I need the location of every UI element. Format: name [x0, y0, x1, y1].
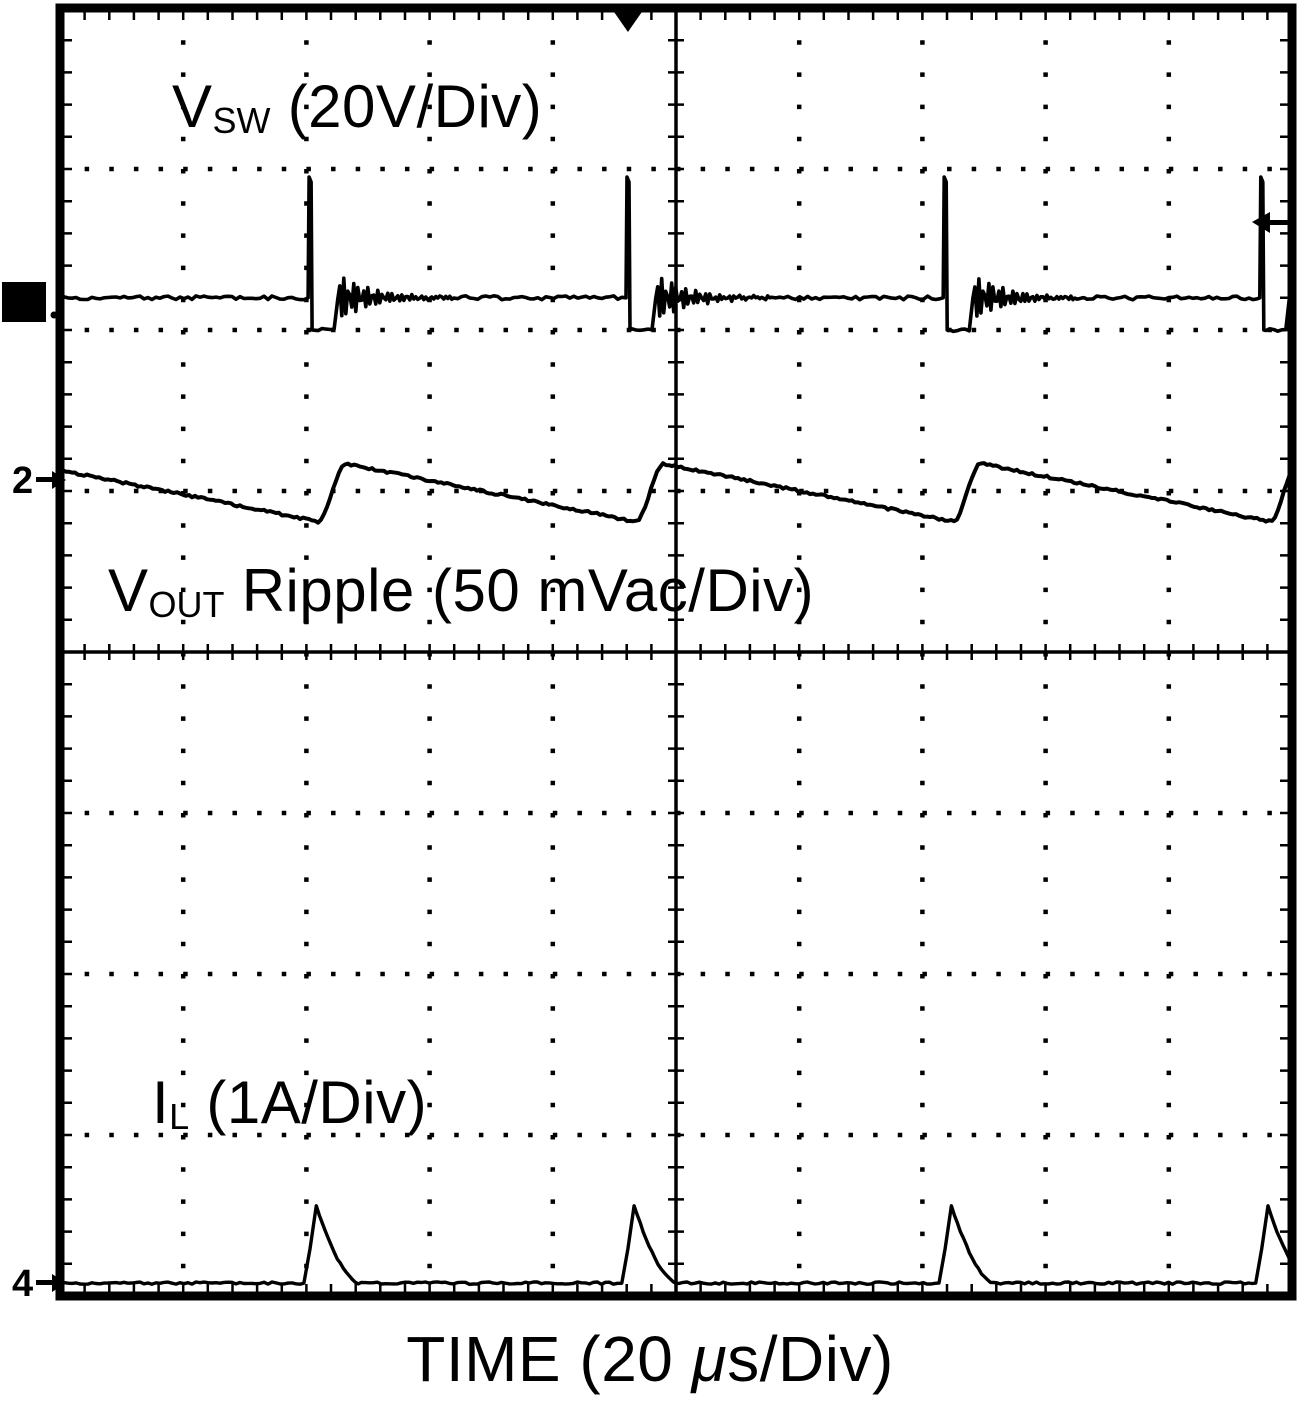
- ch2-ground-marker: 2: [12, 460, 66, 502]
- time-label-prefix: TIME (20: [406, 1323, 692, 1395]
- vsw-label-subscript: SW: [212, 100, 271, 142]
- il-label-scale: (1A/Div): [189, 1069, 428, 1136]
- vsw-trace: [60, 175, 1292, 334]
- trigger-level-arrow: [1252, 212, 1292, 233]
- il-label: IL (1A/Div): [152, 1068, 427, 1137]
- trace-layer: [60, 175, 1292, 1286]
- vout-label-scale: Ripple (50 mVac/Div): [224, 557, 815, 624]
- vout-ripple-label: VOUT Ripple (50 mVac/Div): [108, 556, 814, 625]
- vout-label-symbol: V: [108, 557, 149, 624]
- vsw-label-scale: (20V/Div): [270, 73, 543, 140]
- plot-border: [55, 3, 1297, 1301]
- vsw-label: VSW (20V/Div): [172, 72, 542, 141]
- time-label-mu: μ: [691, 1323, 728, 1395]
- time-axis-label: TIME (20 μs/Div): [0, 1322, 1300, 1396]
- time-label-suffix: s/Div): [727, 1323, 894, 1395]
- ch4-ground-marker: 4: [12, 1263, 66, 1305]
- trigger-position-marker: [611, 9, 644, 32]
- il-label-subscript: L: [169, 1096, 190, 1138]
- vsw-label-symbol: V: [172, 73, 213, 140]
- il-trace: [60, 1204, 1292, 1286]
- vout-ripple-trace: [60, 461, 1292, 525]
- ch1-ground-marker: [2, 282, 58, 322]
- il-label-symbol: I: [152, 1069, 170, 1136]
- ch2-marker-label: 2: [12, 460, 33, 502]
- vout-label-subscript: OUT: [148, 584, 225, 626]
- ch4-marker-label: 4: [12, 1263, 33, 1305]
